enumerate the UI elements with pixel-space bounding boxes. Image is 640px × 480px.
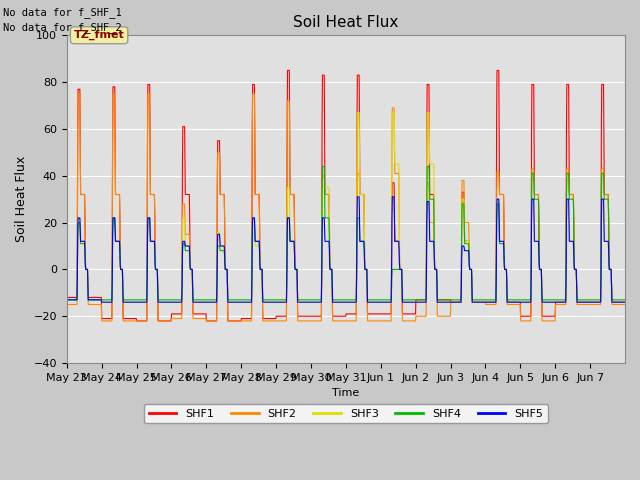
Text: No data for f_SHF_1: No data for f_SHF_1: [3, 7, 122, 18]
SHF4: [321, 215, 329, 221]
SHF4: [319, 164, 326, 169]
SHF4: [332, 297, 339, 303]
SHF1: [63, 295, 70, 300]
Legend: SHF1, SHF2, SHF3, SHF4, SHF5: SHF1, SHF2, SHF3, SHF4, SHF5: [144, 404, 548, 423]
SHF5: [63, 297, 70, 303]
SHF5: [353, 194, 361, 200]
Text: No data for f_SHF_2: No data for f_SHF_2: [3, 22, 122, 33]
SHF4: [63, 297, 70, 303]
SHF4: [621, 297, 629, 303]
SHF1: [478, 300, 486, 305]
SHF1: [150, 192, 158, 197]
SHF1: [560, 300, 568, 305]
SHF1: [321, 192, 329, 197]
SHF5: [614, 300, 622, 305]
Y-axis label: Soil Heat Flux: Soil Heat Flux: [15, 156, 28, 242]
SHF3: [478, 300, 486, 305]
SHF2: [74, 91, 82, 97]
SHF3: [332, 300, 339, 305]
SHF3: [353, 110, 361, 116]
SHF1: [332, 313, 340, 319]
SHF2: [614, 301, 622, 307]
Title: Soil Heat Flux: Soil Heat Flux: [293, 15, 399, 30]
Line: SHF5: SHF5: [67, 197, 625, 302]
SHF1: [132, 318, 140, 324]
SHF3: [614, 300, 622, 305]
SHF4: [150, 239, 158, 244]
SHF2: [621, 301, 629, 307]
SHF2: [321, 192, 329, 197]
Line: SHF3: SHF3: [67, 113, 625, 302]
SHF2: [332, 318, 340, 324]
SHF2: [151, 215, 159, 221]
SHF1: [621, 300, 629, 305]
SHF2: [98, 318, 106, 324]
X-axis label: Time: Time: [332, 388, 360, 398]
Line: SHF1: SHF1: [67, 71, 625, 321]
SHF2: [63, 301, 70, 307]
SHF1: [614, 300, 622, 305]
SHF3: [150, 239, 158, 244]
SHF4: [614, 297, 622, 303]
SHF5: [478, 300, 486, 305]
Text: TZ_fmet: TZ_fmet: [74, 30, 124, 40]
SHF2: [478, 300, 486, 305]
SHF5: [560, 300, 568, 305]
Line: SHF2: SHF2: [67, 94, 625, 321]
Line: SHF4: SHF4: [67, 167, 625, 300]
SHF5: [321, 239, 329, 244]
SHF3: [321, 185, 329, 191]
SHF5: [621, 300, 629, 305]
SHF5: [98, 300, 106, 305]
SHF1: [284, 68, 291, 73]
SHF4: [478, 297, 486, 303]
SHF4: [560, 297, 568, 303]
SHF3: [98, 300, 106, 305]
SHF3: [621, 300, 629, 305]
SHF3: [560, 300, 568, 305]
SHF3: [63, 297, 70, 303]
SHF5: [332, 300, 339, 305]
SHF2: [560, 301, 568, 307]
SHF5: [150, 239, 158, 244]
